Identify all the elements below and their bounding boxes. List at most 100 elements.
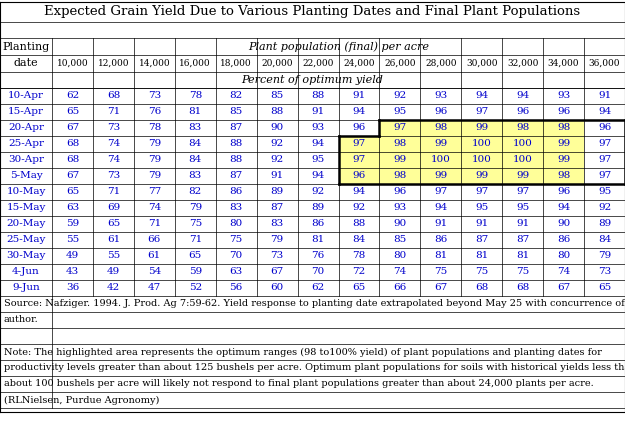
Text: 59: 59	[189, 268, 202, 277]
Text: 74: 74	[148, 203, 161, 212]
Text: 97: 97	[434, 187, 447, 196]
Text: 96: 96	[516, 108, 529, 117]
Bar	[543, 136, 584, 152]
Text: date: date	[14, 58, 38, 69]
Text: 36: 36	[66, 284, 79, 293]
Text: 49: 49	[107, 268, 120, 277]
Text: 94: 94	[475, 91, 488, 100]
Text: 81: 81	[189, 108, 202, 117]
Text: 92: 92	[311, 187, 324, 196]
Text: 83: 83	[271, 220, 284, 229]
Text: 34,000: 34,000	[548, 59, 579, 68]
Text: 91: 91	[271, 172, 284, 181]
Text: 97: 97	[598, 139, 611, 148]
Bar	[379, 152, 421, 168]
Text: 67: 67	[557, 284, 570, 293]
Text: 98: 98	[557, 124, 570, 133]
Text: 88: 88	[352, 220, 366, 229]
Text: 97: 97	[516, 187, 529, 196]
Text: 26,000: 26,000	[384, 59, 416, 68]
Text: 75: 75	[229, 236, 242, 245]
Text: 78: 78	[148, 124, 161, 133]
Text: 100: 100	[431, 155, 451, 164]
Text: 85: 85	[229, 108, 242, 117]
Text: 83: 83	[189, 172, 202, 181]
Text: 47: 47	[148, 284, 161, 293]
Text: 73: 73	[148, 91, 161, 100]
Text: 30-May: 30-May	[6, 251, 46, 260]
Text: 80: 80	[557, 251, 570, 260]
Text: 96: 96	[393, 187, 406, 196]
Text: 79: 79	[148, 139, 161, 148]
Text: 55: 55	[107, 251, 120, 260]
Text: 97: 97	[598, 172, 611, 181]
Text: 92: 92	[271, 139, 284, 148]
Text: 89: 89	[311, 203, 324, 212]
Text: 74: 74	[107, 155, 120, 164]
Text: 68: 68	[475, 284, 488, 293]
Text: 80: 80	[229, 220, 242, 229]
Bar	[543, 168, 584, 184]
Text: 94: 94	[352, 187, 366, 196]
Text: 98: 98	[557, 172, 570, 181]
Text: 93: 93	[557, 91, 570, 100]
Text: 30-Apr: 30-Apr	[8, 155, 44, 164]
Text: 97: 97	[475, 108, 488, 117]
Text: 92: 92	[271, 155, 284, 164]
Text: 94: 94	[516, 91, 529, 100]
Text: 52: 52	[189, 284, 202, 293]
Text: 72: 72	[352, 268, 366, 277]
Text: 88: 88	[229, 155, 242, 164]
Text: 79: 79	[598, 251, 611, 260]
Text: 95: 95	[598, 187, 611, 196]
Text: 18,000: 18,000	[221, 59, 252, 68]
Text: 25-May: 25-May	[6, 236, 46, 245]
Text: 96: 96	[352, 172, 366, 181]
Text: 10,000: 10,000	[57, 59, 88, 68]
Text: 63: 63	[229, 268, 242, 277]
Text: 82: 82	[189, 187, 202, 196]
Text: 79: 79	[148, 155, 161, 164]
Text: 84: 84	[352, 236, 366, 245]
Text: author.: author.	[4, 315, 39, 324]
Text: 68: 68	[66, 155, 79, 164]
Bar	[379, 168, 421, 184]
Bar	[503, 152, 543, 168]
Bar	[543, 152, 584, 168]
Text: 67: 67	[66, 172, 79, 181]
Bar	[421, 136, 461, 152]
Text: 91: 91	[475, 220, 488, 229]
Text: 96: 96	[557, 108, 570, 117]
Text: 100: 100	[472, 155, 492, 164]
Text: 67: 67	[66, 124, 79, 133]
Text: 93: 93	[311, 124, 324, 133]
Text: 70: 70	[311, 268, 324, 277]
Text: 67: 67	[271, 268, 284, 277]
Text: 99: 99	[557, 155, 570, 164]
Text: 87: 87	[475, 236, 488, 245]
Text: 56: 56	[229, 284, 242, 293]
Text: 76: 76	[311, 251, 324, 260]
Text: 83: 83	[229, 203, 242, 212]
Text: 79: 79	[189, 203, 202, 212]
Text: 73: 73	[107, 124, 120, 133]
Text: 71: 71	[148, 220, 161, 229]
Text: 83: 83	[189, 124, 202, 133]
Bar	[461, 168, 503, 184]
Text: 94: 94	[434, 203, 447, 212]
Bar	[339, 168, 379, 184]
Text: 97: 97	[352, 155, 366, 164]
Bar	[421, 120, 461, 136]
Text: 99: 99	[475, 124, 488, 133]
Text: 86: 86	[229, 187, 242, 196]
Text: 20,000: 20,000	[261, 59, 293, 68]
Text: 85: 85	[393, 236, 406, 245]
Text: 90: 90	[271, 124, 284, 133]
Text: 77: 77	[148, 187, 161, 196]
Bar	[339, 152, 379, 168]
Text: 90: 90	[557, 220, 570, 229]
Text: 95: 95	[393, 108, 406, 117]
Text: 63: 63	[66, 203, 79, 212]
Text: 42: 42	[107, 284, 120, 293]
Text: 5-May: 5-May	[9, 172, 42, 181]
